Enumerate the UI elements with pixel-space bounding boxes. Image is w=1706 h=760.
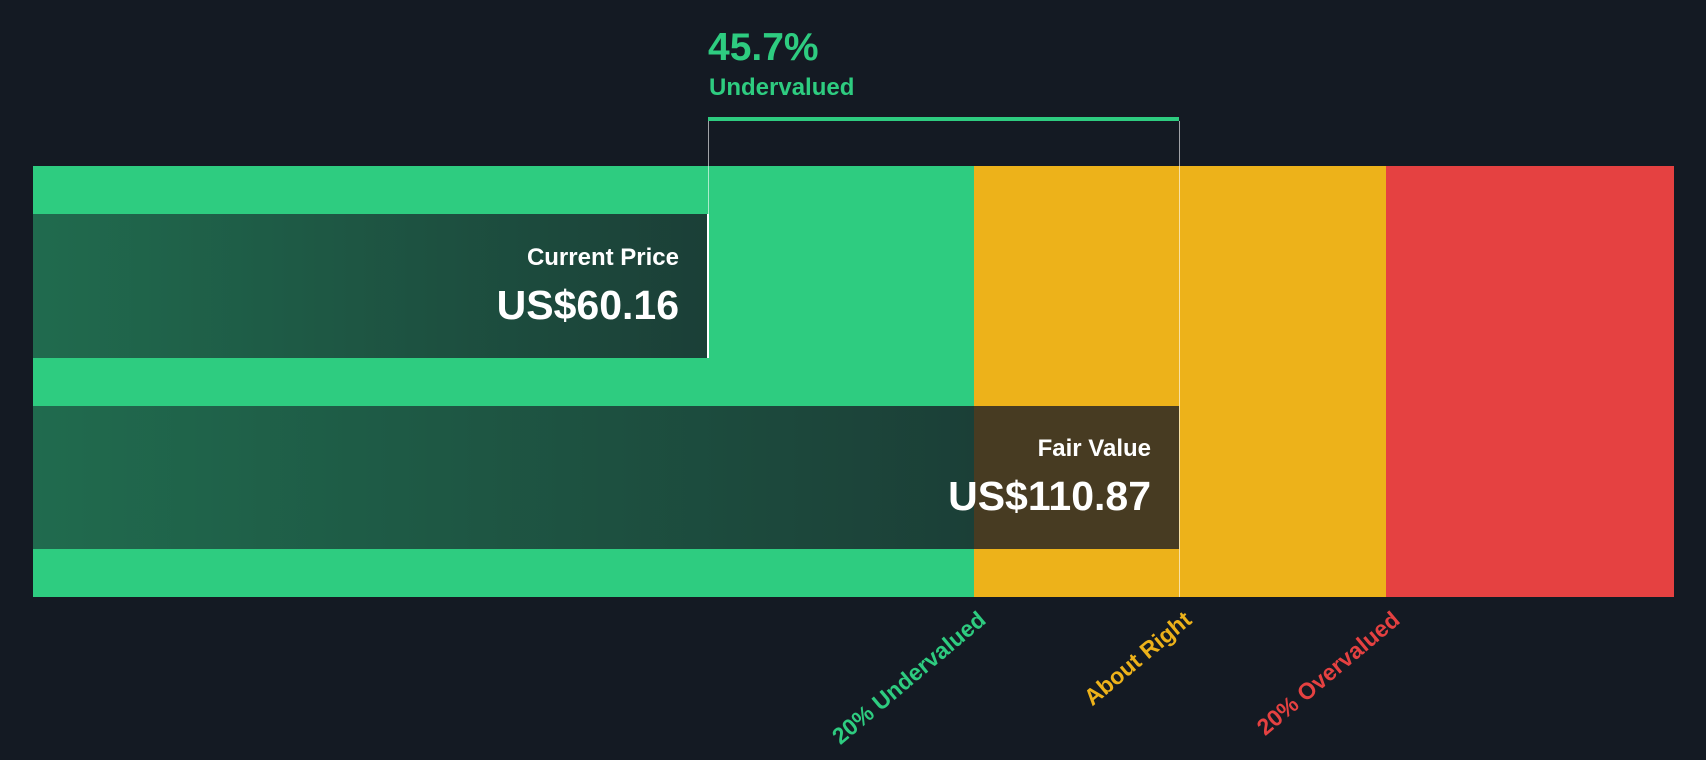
headline-label: Undervalued (709, 74, 855, 101)
difference-bracket (708, 117, 1179, 121)
current-price-value: US$60.16 (496, 281, 679, 328)
zone-label-overvalued: 20% Overvalued (1251, 606, 1405, 741)
current-price-bar: Current Price US$60.16 (33, 214, 709, 358)
fair-value-bar (33, 406, 1179, 549)
current-price-label: Current Price (526, 243, 679, 271)
zone-overvalued (1386, 166, 1674, 597)
fair-value-text: Fair Value US$110.87 (33, 406, 1179, 549)
fair-value-value: US$110.87 (948, 473, 1151, 519)
bracket-right-line (1179, 121, 1180, 597)
headline-percent: 45.7% (708, 26, 819, 69)
zone-label-undervalued: 20% Undervalued (827, 606, 991, 750)
fair-value-label: Fair Value (1037, 435, 1151, 462)
zone-label-about-right: About Right (1079, 606, 1197, 711)
